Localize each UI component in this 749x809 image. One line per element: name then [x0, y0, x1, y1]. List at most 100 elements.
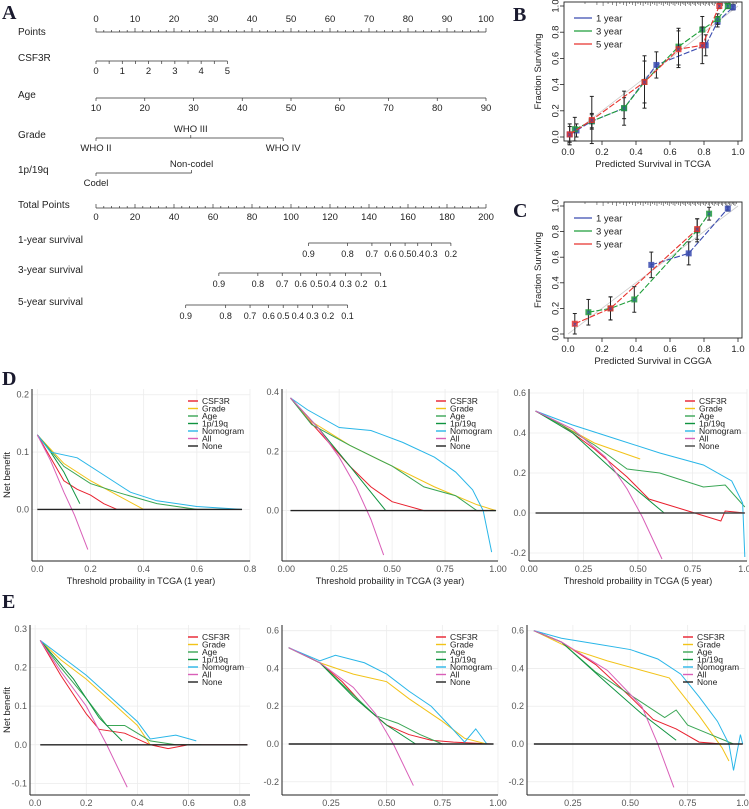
data-point [566, 131, 573, 138]
y-tick-label: 0.8 [551, 225, 562, 238]
series-line-grade [288, 647, 487, 745]
y-tick-label: 0.4 [511, 663, 524, 673]
series-line [588, 213, 710, 313]
y-tick-label: 0.2 [551, 104, 562, 117]
point-marker: × [572, 320, 577, 329]
y-tick-label: 0.2 [511, 701, 524, 711]
series-line [569, 5, 720, 135]
survival-tick-label: 0.6 [294, 279, 307, 289]
nomogram-row-label: 1p/19q [18, 165, 49, 176]
x-tick-label: 0.75 [684, 564, 702, 574]
series-line-age [288, 647, 443, 745]
data-point [706, 210, 713, 217]
survival-tick-label: 0.8 [341, 249, 354, 259]
dca-chart-cgga-5-year: 0.250.500.751.00-0.20.00.20.40.6Threshol… [508, 625, 749, 808]
point-marker: × [622, 104, 627, 113]
total-points-tick-label: 120 [322, 212, 338, 223]
x-tick-label: 0.2 [595, 147, 608, 158]
series-line-age [39, 640, 202, 746]
data-point [571, 320, 578, 327]
point-marker: × [567, 130, 572, 139]
survival-tick-label: 0.2 [445, 249, 458, 259]
legend-label: Nomogram [202, 662, 244, 672]
x-tick-label: 0.8 [697, 344, 710, 355]
dca-chart-cgga-3-year: 0.250.500.751.00-0.20.00.20.40.6Threshol… [263, 625, 507, 808]
x-tick-label: 0.0 [561, 147, 574, 158]
legend-label: 1p/19q [202, 419, 228, 429]
points-tick-label: 30 [208, 14, 219, 25]
point-marker: × [572, 125, 577, 134]
legend-label: Nomogram [202, 426, 244, 436]
y-tick-label: 0.4 [551, 78, 562, 91]
series-line-nomogram [36, 434, 243, 510]
points-tick-label: 100 [478, 14, 494, 25]
series-line-all [535, 410, 663, 560]
x-tick-label: 0.00 [277, 564, 295, 574]
series-line-all [39, 640, 128, 788]
x-tick-label: 0.25 [575, 564, 593, 574]
nomogram-row-label: Total Points [18, 200, 70, 211]
categorical-tick-label: WHO III [174, 124, 208, 135]
y-tick-label: 0.8 [551, 26, 562, 39]
survival-tick-label: 0.2 [322, 311, 335, 321]
legend-label: Grade [202, 404, 226, 414]
legend-label: Nomogram [450, 426, 492, 436]
legend-label: None [202, 677, 223, 687]
legend-label: None [697, 677, 718, 687]
panel-label-b: B [513, 4, 527, 26]
total-points-tick-label: 60 [208, 212, 219, 223]
dca-chart-tcga-5-year: 0.00 0.25 0.50 0.75 1.00 -0.2 0.0 0.2 0.4 0.6 Thre… [510, 388, 749, 586]
y-tick-label: 0.4 [513, 428, 526, 438]
legend-label: Grade [450, 404, 474, 414]
survival-tick-label: 0.9 [213, 279, 226, 289]
x-tick-label: 0.2 [84, 564, 97, 574]
y-tick-label: 0.0 [513, 508, 526, 518]
y-tick-label: 0.0 [266, 739, 279, 749]
legend-label: Age [450, 411, 465, 421]
age-tick-label: 90 [481, 103, 492, 114]
series-line-1p19q [39, 640, 123, 742]
total-points-tick-label: 180 [439, 212, 455, 223]
point-marker: × [700, 41, 705, 50]
point-marker: × [695, 225, 700, 234]
legend-label: Age [699, 411, 714, 421]
legend-label: Age [697, 647, 712, 657]
categorical-tick-label: Codel [84, 178, 109, 189]
panel-label-d: D [2, 368, 17, 390]
survival-tick-label: 0.1 [341, 311, 354, 321]
legend-label: None [699, 441, 720, 451]
dca-chart-tcga-3-year: 0.00 0.25 0.50 0.75 1.00 0.0 0.2 0.4 Threshold p… [266, 387, 506, 586]
data-point [685, 250, 692, 257]
x-tick-label: 0.50 [378, 798, 396, 808]
x-tick-label: 0.2 [595, 344, 608, 355]
series-line-csf3r [36, 434, 189, 510]
points-tick-label: 80 [403, 14, 414, 25]
plot-frame [563, 1, 743, 142]
y-tick-label: 1.0 [551, 0, 562, 13]
total-points-tick-label: 140 [361, 212, 377, 223]
series-line-grade [533, 630, 730, 762]
x-tick-label: 1.00 [489, 798, 507, 808]
legend-label: Nomogram [699, 426, 741, 436]
x-tick-label: 0.00 [520, 564, 538, 574]
series-line-all [36, 434, 89, 550]
total-points-tick-label: 200 [478, 212, 494, 223]
data-point [729, 4, 736, 11]
point-marker: × [703, 41, 708, 50]
x-tick-label: 0.4 [131, 798, 144, 808]
csf3r-tick-label: 1 [120, 66, 125, 77]
panel-label-c: C [513, 200, 528, 222]
point-marker: × [589, 116, 594, 125]
total-points-tick-label: 100 [283, 212, 299, 223]
y-tick-label: 0.2 [16, 390, 29, 400]
x-tick-label: 0.2 [80, 798, 93, 808]
legend-label: CSF3R [202, 396, 230, 406]
x-tick-label: 0.6 [663, 147, 676, 158]
nomogram-row-label: Points [18, 27, 46, 38]
legend-label: CSF3R [697, 632, 725, 642]
x-tick-label: 0.8 [244, 564, 257, 574]
series-line-all [533, 630, 675, 788]
point-marker: × [586, 308, 591, 317]
x-tick-label: 0.75 [679, 798, 697, 808]
